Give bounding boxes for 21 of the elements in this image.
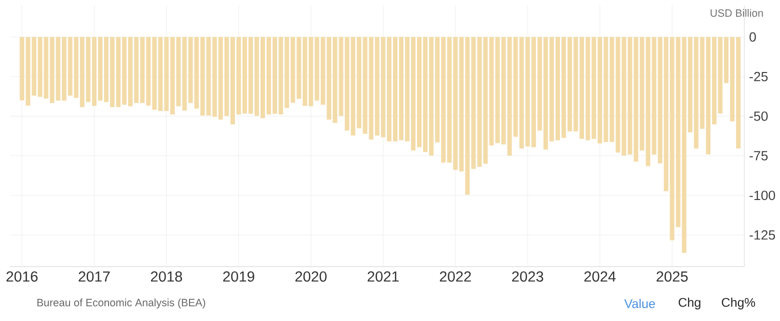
x-tick-label: 2024 xyxy=(584,271,616,282)
y-axis-title: USD Billion xyxy=(710,8,763,17)
y-tick-label: -125 xyxy=(750,230,776,240)
y-tick-label: -25 xyxy=(750,72,768,82)
x-tick-label: 2016 xyxy=(6,271,38,282)
y-tick-label: -100 xyxy=(750,190,776,200)
y-tick-label: -75 xyxy=(750,150,768,160)
y-tick-label: 0 xyxy=(750,32,756,42)
text: Bureau of Economic Analysis (BEA) xyxy=(37,298,206,308)
text: Value xyxy=(624,298,655,308)
x-tick-label: 2023 xyxy=(512,271,544,282)
x-tick-label: 2021 xyxy=(368,271,399,282)
x-tick-label: 2020 xyxy=(295,271,327,282)
x-tick-label: 2025 xyxy=(656,271,688,282)
x-tick-label: 2022 xyxy=(440,271,471,282)
x-tick-label: 2018 xyxy=(150,271,182,282)
text: Chg% xyxy=(722,297,756,310)
y-tick-label: -50 xyxy=(750,111,768,121)
x-tick-label: 2017 xyxy=(78,271,110,282)
x-tick-label: 2019 xyxy=(223,271,254,282)
text: Chg xyxy=(678,297,700,310)
